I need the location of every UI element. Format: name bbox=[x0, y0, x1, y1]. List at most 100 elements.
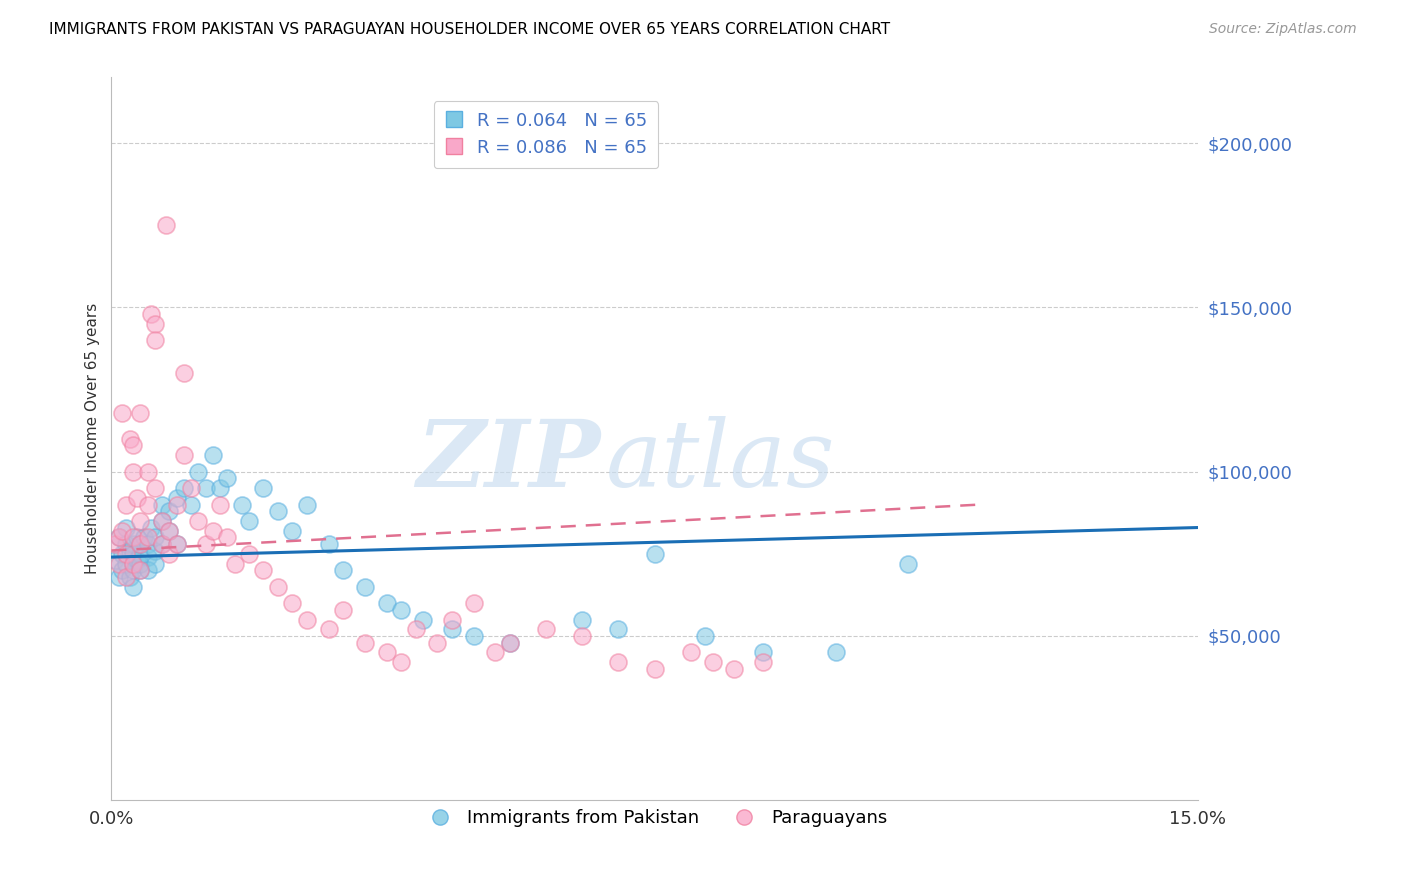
Point bbox=[607, 623, 630, 637]
Point bbox=[723, 662, 745, 676]
Point bbox=[173, 448, 195, 462]
Point bbox=[118, 543, 141, 558]
Point bbox=[389, 655, 412, 669]
Point bbox=[107, 570, 129, 584]
Point bbox=[281, 524, 304, 538]
Point bbox=[129, 537, 152, 551]
Point bbox=[118, 432, 141, 446]
Point bbox=[499, 635, 522, 649]
Point bbox=[389, 602, 412, 616]
Point bbox=[318, 537, 340, 551]
Point bbox=[252, 563, 274, 577]
Point bbox=[125, 553, 148, 567]
Point bbox=[752, 655, 775, 669]
Point bbox=[679, 645, 702, 659]
Point bbox=[143, 317, 166, 331]
Point bbox=[150, 514, 173, 528]
Point bbox=[375, 596, 398, 610]
Point bbox=[173, 481, 195, 495]
Point bbox=[122, 547, 145, 561]
Point bbox=[122, 580, 145, 594]
Point bbox=[115, 498, 138, 512]
Point bbox=[463, 596, 485, 610]
Point bbox=[125, 491, 148, 505]
Point bbox=[702, 655, 724, 669]
Point bbox=[129, 563, 152, 577]
Point bbox=[187, 465, 209, 479]
Point bbox=[143, 557, 166, 571]
Point bbox=[157, 524, 180, 538]
Point bbox=[209, 481, 232, 495]
Point bbox=[129, 514, 152, 528]
Point bbox=[209, 498, 232, 512]
Point bbox=[354, 635, 377, 649]
Point bbox=[267, 580, 290, 594]
Point bbox=[107, 557, 129, 571]
Point bbox=[238, 514, 260, 528]
Point bbox=[157, 504, 180, 518]
Point bbox=[405, 623, 427, 637]
Point bbox=[143, 530, 166, 544]
Point bbox=[122, 465, 145, 479]
Legend: Immigrants from Pakistan, Paraguayans: Immigrants from Pakistan, Paraguayans bbox=[415, 802, 894, 835]
Point bbox=[136, 465, 159, 479]
Point bbox=[295, 498, 318, 512]
Point bbox=[115, 547, 138, 561]
Point bbox=[231, 498, 253, 512]
Point bbox=[281, 596, 304, 610]
Point bbox=[332, 563, 354, 577]
Text: atlas: atlas bbox=[606, 416, 835, 506]
Point bbox=[166, 498, 188, 512]
Point bbox=[115, 557, 138, 571]
Point bbox=[129, 557, 152, 571]
Point bbox=[118, 570, 141, 584]
Point bbox=[143, 481, 166, 495]
Point bbox=[752, 645, 775, 659]
Point bbox=[201, 448, 224, 462]
Point bbox=[180, 498, 202, 512]
Point bbox=[224, 557, 246, 571]
Point bbox=[125, 530, 148, 544]
Point bbox=[129, 547, 152, 561]
Point bbox=[129, 405, 152, 419]
Point bbox=[607, 655, 630, 669]
Point bbox=[194, 481, 217, 495]
Point bbox=[122, 537, 145, 551]
Point bbox=[141, 520, 163, 534]
Point bbox=[824, 645, 846, 659]
Point bbox=[150, 498, 173, 512]
Point bbox=[318, 623, 340, 637]
Point bbox=[644, 662, 666, 676]
Point bbox=[136, 498, 159, 512]
Point bbox=[136, 550, 159, 565]
Point bbox=[136, 537, 159, 551]
Point bbox=[143, 543, 166, 558]
Point bbox=[295, 613, 318, 627]
Point bbox=[571, 629, 593, 643]
Point bbox=[107, 530, 129, 544]
Point bbox=[122, 530, 145, 544]
Point bbox=[136, 530, 159, 544]
Point bbox=[115, 570, 138, 584]
Text: IMMIGRANTS FROM PAKISTAN VS PARAGUAYAN HOUSEHOLDER INCOME OVER 65 YEARS CORRELAT: IMMIGRANTS FROM PAKISTAN VS PARAGUAYAN H… bbox=[49, 22, 890, 37]
Point bbox=[426, 635, 449, 649]
Point bbox=[122, 438, 145, 452]
Point bbox=[122, 557, 145, 571]
Point bbox=[129, 537, 152, 551]
Point bbox=[107, 530, 129, 544]
Point bbox=[157, 524, 180, 538]
Point bbox=[150, 537, 173, 551]
Point bbox=[440, 613, 463, 627]
Point bbox=[644, 547, 666, 561]
Point bbox=[201, 524, 224, 538]
Point bbox=[143, 333, 166, 347]
Point bbox=[267, 504, 290, 518]
Point bbox=[354, 580, 377, 594]
Text: Source: ZipAtlas.com: Source: ZipAtlas.com bbox=[1209, 22, 1357, 37]
Point bbox=[166, 491, 188, 505]
Point bbox=[180, 481, 202, 495]
Point bbox=[695, 629, 717, 643]
Point bbox=[463, 629, 485, 643]
Point bbox=[141, 307, 163, 321]
Point bbox=[150, 514, 173, 528]
